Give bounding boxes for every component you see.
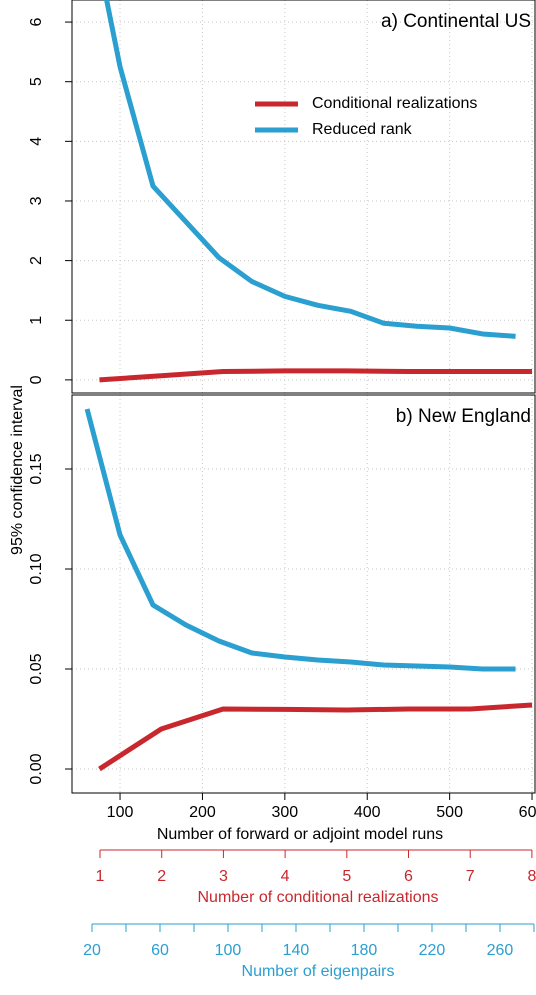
secondary-tick-label: 260: [487, 942, 514, 959]
legend-label: Reduced rank: [312, 121, 413, 138]
y-tick-label: 0: [28, 375, 45, 384]
y-tick-label: 4: [28, 137, 45, 146]
x-tick-label: 200: [189, 804, 216, 821]
y-axis-label: 95% confidence interval: [9, 385, 26, 555]
x-tick-label: 500: [436, 804, 463, 821]
x-tick-label: 100: [107, 804, 134, 821]
secondary-tick-label: 7: [466, 868, 475, 885]
panel-title: b) New England: [396, 406, 531, 427]
plot-frame: [71, 0, 536, 394]
x-tick-label: 300: [271, 804, 298, 821]
secondary-tick-label: 8: [527, 868, 536, 885]
secondary-tick-label: 2: [157, 868, 166, 885]
secondary-tick-label: 1: [96, 868, 105, 885]
y-tick-label: 0.15: [28, 453, 45, 484]
series-line: [99, 368, 533, 383]
secondary-tick-label: 60: [151, 942, 169, 959]
secondary-tick-label: 180: [351, 942, 378, 959]
y-tick-label: 0.00: [28, 753, 45, 784]
x-tick-label: 400: [354, 804, 381, 821]
y-tick-label: 3: [28, 196, 45, 205]
plot-frame: [71, 394, 536, 794]
series-line: [84, 408, 516, 672]
legend-label: Conditional realizations: [312, 95, 477, 112]
panel-title: a) Continental US: [381, 11, 531, 32]
secondary-tick-label: 100: [215, 942, 242, 959]
x-tick-label: 600: [519, 804, 536, 821]
secondary-tick-label: 20: [83, 942, 101, 959]
secondary-axis-label: Number of conditional realizations: [197, 889, 438, 906]
secondary-tick-label: 140: [283, 942, 310, 959]
y-tick-label: 1: [28, 316, 45, 325]
secondary-tick-label: 3: [219, 868, 228, 885]
series-line: [98, 702, 533, 772]
y-tick-label: 0.10: [28, 553, 45, 584]
y-tick-label: 2: [28, 256, 45, 265]
y-tick-label: 0.05: [28, 653, 45, 684]
secondary-tick-label: 5: [342, 868, 351, 885]
series-line: [104, 0, 516, 339]
secondary-axis-label: Number of eigenpairs: [242, 963, 395, 980]
y-tick-label: 6: [28, 18, 45, 27]
secondary-tick-label: 220: [419, 942, 446, 959]
x-axis-label: Number of forward or adjoint model runs: [157, 826, 443, 843]
y-tick-label: 5: [28, 77, 45, 86]
secondary-tick-label: 6: [404, 868, 413, 885]
secondary-tick-label: 4: [281, 868, 290, 885]
